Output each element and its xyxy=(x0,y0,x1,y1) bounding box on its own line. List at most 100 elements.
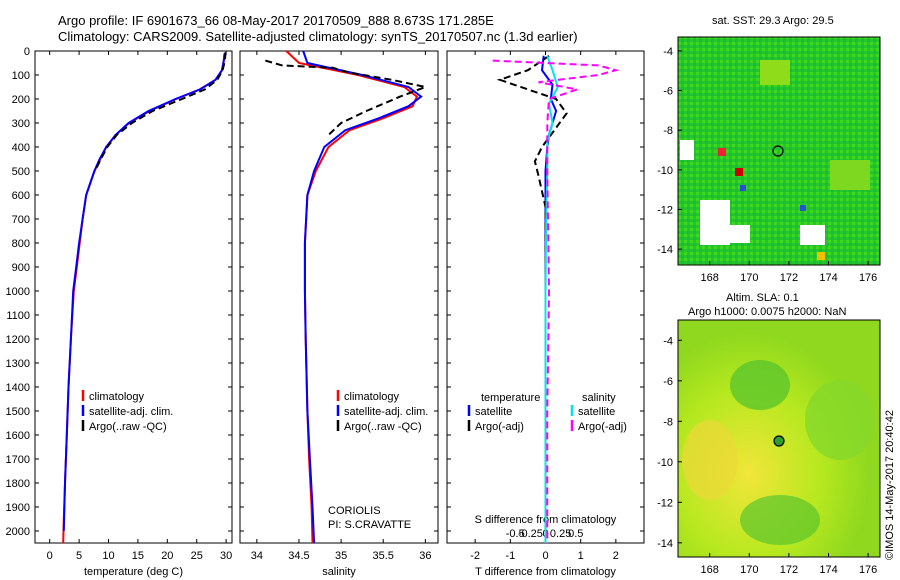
map-y-tick-label: -12 xyxy=(657,497,673,509)
x-tick-label: 35.5 xyxy=(373,550,394,562)
sla-low-region xyxy=(805,380,875,460)
map-y-tick-label: -14 xyxy=(657,538,673,550)
x2-tick-label: 0.25 xyxy=(550,528,571,540)
map-x-tick-label: 176 xyxy=(859,272,877,284)
x-tick-label: 25 xyxy=(191,550,203,562)
y-tick-label: 600 xyxy=(12,190,30,202)
legend-label: Argo(..raw -QC) xyxy=(89,421,167,433)
sst-hot-pixel xyxy=(735,168,743,176)
series-line-magenta xyxy=(492,59,620,543)
x2-tick-label: 0.5 xyxy=(568,528,583,540)
argo-location-marker xyxy=(772,145,784,157)
x-tick-label: 10 xyxy=(102,550,114,562)
map-x-tick-label: 170 xyxy=(740,272,758,284)
map-y-tick-label: -8 xyxy=(663,125,673,137)
legend-label: satellite xyxy=(578,406,615,418)
x-axis-label: salinity xyxy=(322,566,356,578)
y-tick-label: 1300 xyxy=(6,358,30,370)
legend-label: satellite xyxy=(475,406,512,418)
y-tick-label: 2000 xyxy=(6,526,30,538)
plot-frame xyxy=(239,50,439,544)
y-tick-label: 1400 xyxy=(6,382,30,394)
map-x-tick-label: 172 xyxy=(780,272,798,284)
sla-map-title-2: Argo h1000: 0.0075 h2000: NaN xyxy=(688,306,846,318)
salinity-panel: 34 34.5 35 35.5 36 salinity climatology satelli… xyxy=(239,50,439,578)
legend-title-salinity: salinity xyxy=(582,392,616,404)
x-axis-label: temperature (deg C) xyxy=(84,566,183,578)
legend-label: satellite-adj. clim. xyxy=(89,406,173,418)
x-tick-label: 30 xyxy=(220,550,232,562)
x-tick-label: -1 xyxy=(505,550,515,562)
sst-hot-pixel xyxy=(817,252,825,260)
sla-map: Altim. SLA: 0.1 Argo h1000: 0.0075 h2000… xyxy=(657,292,881,576)
x-tick-label: 35 xyxy=(335,550,347,562)
map-x-tick-label: 174 xyxy=(819,272,837,284)
difference-panel: -2 -1 0 1 2 T difference from climatology -0.5… xyxy=(446,50,645,578)
sst-map-title: sat. SST: 29.3 Argo: 29.5 xyxy=(712,15,834,27)
x-tick-label: 36 xyxy=(419,550,431,562)
map-x-tick-label: 168 xyxy=(701,272,719,284)
map-y-tick-label: -14 xyxy=(657,244,673,256)
y-tick-label: 100 xyxy=(12,70,30,82)
y-tick-label: 1100 xyxy=(6,310,30,322)
x-tick-label: 2 xyxy=(613,550,619,562)
sla-high-region xyxy=(682,420,738,500)
map-y-tick-label: -12 xyxy=(657,204,673,216)
land-mask-patch xyxy=(725,225,750,243)
imos-stamp: ©IMOS 14-May-2017 20:40:42 xyxy=(884,410,896,560)
y-tick-label: 400 xyxy=(12,142,30,154)
figure-title-line1: Argo profile: IF 6901673_66 08-May-2017 … xyxy=(58,13,494,28)
map-y-tick-label: -4 xyxy=(663,335,673,347)
map-x-tick-label: 172 xyxy=(780,564,798,576)
plot-frame xyxy=(34,50,233,544)
y-tick-label: 300 xyxy=(12,118,30,130)
x-tick-label: -2 xyxy=(470,550,480,562)
y-tick-label: 700 xyxy=(12,214,30,226)
y-tick-label: 500 xyxy=(12,166,30,178)
annotation-text: CORIOLIS xyxy=(328,505,381,517)
x-tick-label: 34 xyxy=(251,550,263,562)
x-tick-label: 5 xyxy=(76,550,82,562)
y-tick-label: 1600 xyxy=(6,430,30,442)
y-tick-label: 900 xyxy=(12,262,30,274)
land-mask-patch xyxy=(800,225,825,245)
x-tick-label: 20 xyxy=(161,550,173,562)
series-line-black xyxy=(265,59,429,136)
map-y-tick-label: -6 xyxy=(663,376,673,388)
x-tick-label: 0 xyxy=(47,550,53,562)
map-y-tick-label: -8 xyxy=(663,416,673,428)
sla-low-region xyxy=(730,360,790,410)
x-tick-label: 15 xyxy=(132,550,144,562)
series-line-blue xyxy=(540,55,558,543)
x2-tick-label: -0.25 xyxy=(518,528,543,540)
sst-map: sat. SST: 29.3 Argo: 29.5 -4 -6 -8 -10 -12 -1… xyxy=(657,15,881,284)
y-tick-label: 1900 xyxy=(6,502,30,514)
land-mask-patch xyxy=(680,140,694,160)
argo-location-marker xyxy=(773,435,785,447)
map-x-tick-label: 174 xyxy=(819,564,837,576)
map-y-tick-label: -6 xyxy=(663,86,673,98)
y-tick-label: 0 xyxy=(24,46,30,58)
legend-label: Argo(-adj) xyxy=(578,421,627,433)
series-line-red xyxy=(62,53,226,544)
legend-label: climatology xyxy=(89,391,145,403)
map-x-tick-label: 176 xyxy=(859,564,877,576)
sst-hot-pixel xyxy=(718,148,726,156)
y-tick-label: 1500 xyxy=(6,406,30,418)
y-tick-label: 200 xyxy=(12,94,30,106)
y-tick-label: 1000 xyxy=(6,286,30,298)
sst-cold-pixel xyxy=(800,205,806,211)
x2-tick-label: -0.5 xyxy=(506,528,525,540)
legend-title-temperature: temperature xyxy=(481,392,540,404)
map-x-tick-label: 168 xyxy=(701,564,719,576)
y-tick-label: 1200 xyxy=(6,334,30,346)
sst-warm-patch xyxy=(760,60,790,85)
sst-cold-pixel xyxy=(740,185,746,191)
legend-label: Argo(..raw -QC) xyxy=(344,421,422,433)
series-line-black xyxy=(496,54,568,543)
map-x-tick-label: 170 xyxy=(740,564,758,576)
figure-title-line2: Climatology: CARS2009. Satellite-adjuste… xyxy=(58,29,578,44)
sla-low-region xyxy=(740,495,820,545)
series-line-blue xyxy=(302,50,423,544)
